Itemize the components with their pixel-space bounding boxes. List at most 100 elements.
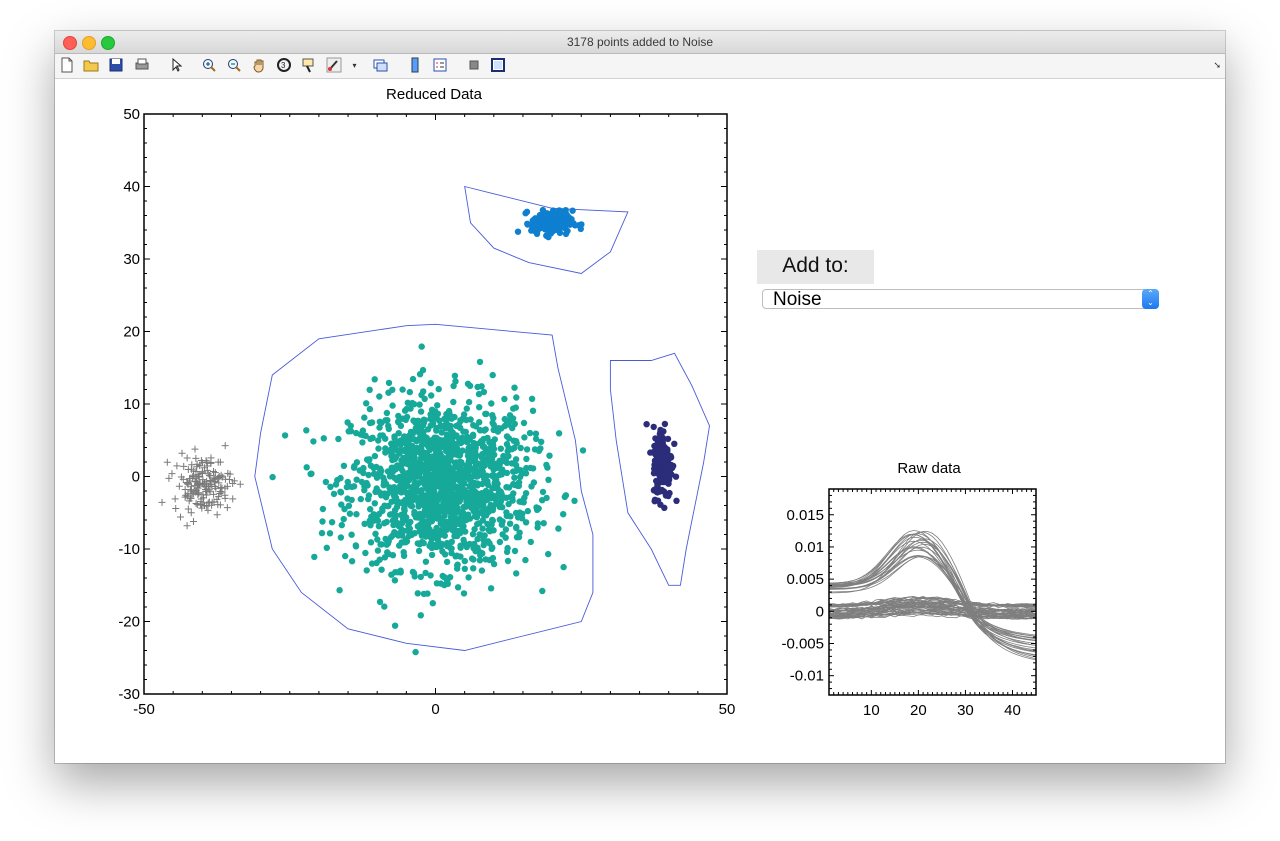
cluster-1-point [366,405,374,413]
raw-trace [828,533,1037,639]
zoom-out-icon[interactable] [226,57,243,74]
cluster-1-point [372,488,379,496]
cluster-1-point [433,415,440,422]
link-plot-icon[interactable] [372,57,389,74]
cluster-1-point [517,473,524,481]
cluster-3-point [661,420,669,428]
cluster-1-point [472,488,479,496]
noise-point [177,513,185,521]
cluster-1-point [363,567,370,574]
cluster-1-point [376,424,383,431]
open-folder-icon[interactable] [83,57,100,74]
cluster-1-point [424,497,431,504]
cluster-1-point [518,498,525,505]
toolbar-overflow-icon[interactable]: ➘ [1213,60,1221,70]
x-tick-label: -50 [133,701,155,718]
cluster-1-point [489,472,496,479]
raw-trace [828,605,1037,613]
legend-icon[interactable] [432,57,449,74]
cluster-1-point [513,570,520,577]
cluster-1-point [499,466,506,473]
hide-plot-tools-icon[interactable] [466,57,483,74]
cluster-1-point [512,456,520,463]
cluster-1-point [428,464,435,472]
cluster-1-point [560,563,567,571]
cluster-1-point [399,386,406,393]
cluster-1-point [417,408,425,415]
dropdown-stepper-icon[interactable]: ⌃ ⌄ [1142,289,1159,309]
cluster-1-point [505,500,512,508]
cluster-1-point [522,519,530,526]
cluster-1-point [344,478,351,486]
print-icon[interactable] [134,57,151,74]
cluster-1-point [332,481,340,488]
cluster-1-point [365,492,373,499]
cluster-1-point [451,492,458,499]
cluster-1-point [461,480,468,487]
cluster-1-point [409,430,417,437]
cluster-1-point [407,518,414,526]
x-tick-label: 0 [431,701,439,718]
cluster-1-point [555,430,563,437]
noise-point [202,457,210,465]
cluster-1-point [479,525,486,532]
raw-trace [828,614,1037,620]
cluster-2-point [544,217,551,225]
noise-point [206,472,214,480]
cluster-1-point [457,515,464,522]
cluster-1-point [400,552,408,559]
minimize-window-button[interactable] [82,36,96,50]
zoom-in-icon[interactable] [201,57,218,74]
cluster-1-point [418,343,425,350]
cluster-1-point [499,457,507,464]
pointer-icon[interactable] [168,57,185,74]
cluster-1-point [388,440,396,447]
cluster-1-point [479,517,487,524]
cluster-1-point [416,541,423,548]
cluster-1-point [433,465,440,472]
cluster-1-point [545,476,552,483]
cluster-1-point [353,476,360,483]
cluster-1-point [375,437,382,444]
title-bar: 3178 points added to Noise [55,31,1225,54]
cluster-1-point [437,460,444,467]
raw-data-axes-box [828,488,1037,696]
cluster-1-point [503,433,511,440]
cluster-1-point [512,509,520,517]
zoom-window-button[interactable] [101,36,115,50]
cluster-1-point [474,480,481,487]
cluster-1-point [484,496,491,503]
cluster-1-point [397,567,404,574]
cluster-1-point [517,444,524,452]
cluster-1-point [433,427,440,434]
cluster-1-point [437,422,445,429]
cluster-1-point [469,531,477,538]
noise-point [181,493,189,501]
cluster-1-point [470,493,478,500]
cluster-1-point [465,493,473,500]
show-plot-tools-icon[interactable] [490,57,507,74]
add-to-dropdown[interactable]: Noise ⌃ ⌄ [762,289,1159,310]
noise-point [223,504,231,512]
cluster-1-point [435,510,442,517]
brush-icon[interactable] [326,57,343,74]
cluster-1-point [505,453,512,460]
save-icon[interactable] [108,57,125,74]
noise-point [186,486,194,494]
cluster-1-point [487,501,494,509]
cluster-1-point [391,433,398,440]
rotate-icon[interactable]: 3 [276,57,293,74]
cluster-1-point [545,550,552,558]
cluster-1-point [384,549,391,556]
brush-dropdown-icon[interactable]: ▾ [352,61,357,70]
datatip-icon[interactable] [301,57,318,74]
close-window-button[interactable] [63,36,77,50]
cluster-1-point [427,488,435,495]
cluster-1-point [489,516,496,524]
raw-trace [828,540,1037,642]
noise-point [171,495,179,503]
pan-hand-icon[interactable] [251,57,268,74]
noise-point [203,458,211,466]
new-file-icon[interactable] [59,57,76,74]
colorbar-icon[interactable] [407,57,424,74]
